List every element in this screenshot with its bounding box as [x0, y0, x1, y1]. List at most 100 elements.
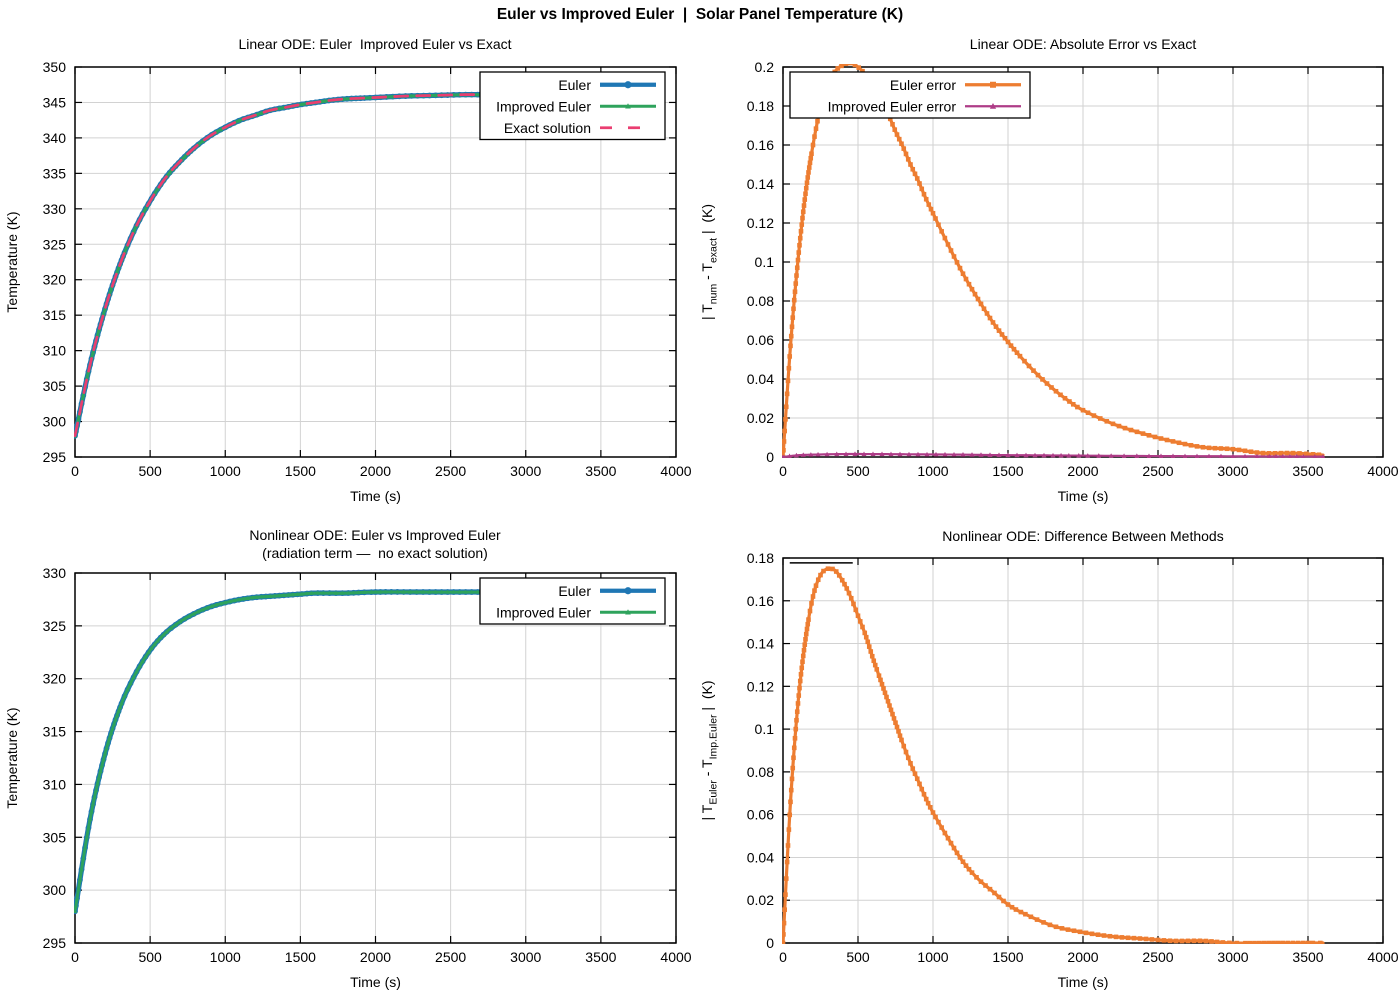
x-tick-label: 4000: [1367, 949, 1398, 965]
marker-square: [806, 170, 811, 175]
marker-triangle: [861, 451, 867, 456]
marker-triangle: [140, 659, 145, 664]
series-line-euler-improved-euler-difference: [782, 566, 1325, 944]
marker-square: [1252, 940, 1257, 944]
marker-square: [815, 118, 820, 124]
marker-square: [1266, 940, 1272, 944]
x-tick-label: 2500: [1142, 463, 1173, 479]
x-tick-label: 3000: [1217, 949, 1248, 965]
marker-square: [1026, 363, 1032, 369]
marker-square: [794, 709, 800, 715]
marker-square: [783, 876, 789, 881]
y-tick-label: 0.02: [747, 410, 774, 426]
marker-triangle: [299, 102, 305, 107]
y-axis-label: | Tnum - Texact | (K): [699, 204, 720, 320]
marker-square: [1071, 928, 1077, 934]
marker-square: [807, 160, 813, 166]
marker-square: [810, 594, 816, 599]
marker-triangle: [272, 593, 278, 598]
series-markers-improved-euler-error: [782, 451, 1326, 458]
y-tick-label: 0: [766, 935, 774, 951]
marker-square: [919, 186, 925, 192]
marker-square: [790, 765, 796, 771]
marker-square: [800, 659, 805, 665]
marker-triangle: [1294, 453, 1299, 458]
marker-triangle: [87, 817, 93, 822]
marker-square: [914, 176, 920, 181]
marker-square: [786, 365, 792, 371]
marker-triangle: [143, 654, 148, 659]
series-group: [782, 64, 1326, 458]
marker-square: [809, 601, 814, 606]
marker-square: [1227, 940, 1232, 944]
marker-square: [794, 717, 799, 723]
marker-square: [866, 644, 872, 649]
marker-triangle: [1050, 452, 1056, 458]
marker-triangle: [299, 591, 304, 596]
y-axis-label: | TEuler - TImp.Euler | (K): [699, 681, 720, 821]
marker-square: [894, 724, 900, 730]
y-axis-label: Temperature (K): [4, 707, 20, 808]
marker-triangle: [74, 903, 79, 908]
marker-square: [1272, 450, 1278, 456]
marker-triangle: [113, 717, 118, 722]
marker-triangle: [259, 594, 264, 599]
marker-triangle: [933, 451, 939, 457]
marker-square: [797, 242, 802, 248]
marker-square: [1013, 907, 1019, 912]
x-tick-label: 2500: [435, 949, 466, 965]
marker-square: [797, 678, 803, 684]
marker-triangle: [74, 896, 80, 901]
marker-square: [1290, 940, 1296, 944]
marker-triangle: [327, 590, 332, 595]
marker-square: [787, 354, 793, 359]
marker-square: [802, 642, 808, 647]
marker-square: [948, 248, 954, 253]
marker-triangle: [433, 93, 438, 98]
marker-square: [788, 333, 794, 339]
marker-square: [939, 229, 944, 234]
marker-square: [928, 206, 934, 212]
marker-triangle: [800, 452, 806, 457]
marker-triangle: [128, 680, 133, 685]
series-group: [74, 589, 619, 915]
marker-square: [1301, 940, 1306, 944]
marker-triangle: [793, 452, 799, 458]
marker-square: [808, 155, 814, 161]
marker-square: [908, 761, 913, 766]
marker-square: [1116, 423, 1122, 429]
marker-square: [1191, 938, 1197, 944]
x-tick-label: 3500: [1292, 949, 1323, 965]
x-axis-label: Time (s): [1058, 974, 1109, 990]
marker-triangle: [84, 835, 89, 840]
marker-triangle: [978, 452, 984, 457]
marker-square: [839, 64, 844, 69]
marker-square: [798, 671, 804, 677]
y-tick-label: 335: [43, 165, 67, 181]
marker-square: [921, 191, 927, 197]
marker-square: [917, 181, 922, 186]
marker-triangle: [475, 589, 480, 594]
marker-square: [996, 894, 1002, 900]
marker-triangle: [250, 595, 255, 600]
marker-square: [800, 209, 806, 215]
x-tick-label: 3500: [585, 949, 616, 965]
y-tick-label: 300: [43, 882, 67, 898]
legend-label-exact-solution: Exact solution: [504, 120, 591, 136]
y-tick-label: 0.1: [755, 254, 775, 270]
marker-square: [1097, 416, 1103, 421]
marker-square: [1234, 940, 1240, 944]
marker-square: [1242, 448, 1248, 454]
marker-square: [1089, 931, 1095, 937]
marker-square: [990, 81, 996, 88]
marker-square: [1137, 936, 1143, 941]
marker-square: [951, 254, 957, 259]
marker-square: [1128, 427, 1134, 433]
marker-triangle: [897, 451, 903, 457]
legend-linear-error: Euler error Improved Euler error: [789, 71, 1031, 119]
marker-square: [1009, 904, 1015, 910]
marker-triangle: [304, 591, 310, 596]
y-tick-label: 310: [43, 343, 67, 359]
marker-square: [981, 306, 987, 312]
marker-square: [890, 711, 895, 717]
